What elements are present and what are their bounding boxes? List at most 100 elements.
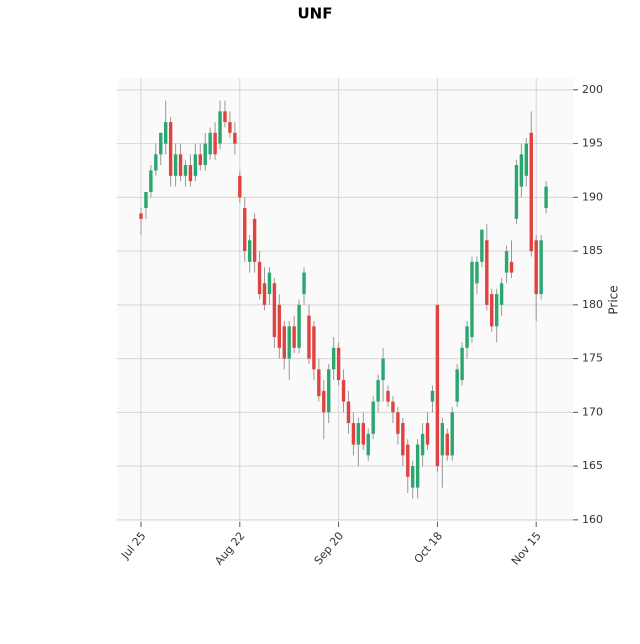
candle-body: [287, 326, 291, 359]
candle-body: [539, 240, 543, 295]
candle-body: [317, 369, 321, 397]
candle-body: [396, 412, 400, 434]
candle-body: [139, 213, 143, 219]
candle-body: [430, 390, 435, 402]
candle-body: [460, 347, 464, 381]
candle-body: [529, 132, 533, 252]
candle-body: [411, 466, 415, 488]
candle-body: [173, 154, 178, 176]
candle-body: [406, 444, 410, 477]
candle-body: [381, 358, 385, 381]
candle-body: [188, 165, 193, 182]
candle-body: [322, 390, 326, 413]
candle-body: [272, 283, 277, 338]
candle-body: [440, 423, 445, 456]
candle-body: [292, 326, 296, 348]
plot-area: [117, 78, 573, 522]
y-tick-label: 195: [582, 137, 603, 150]
y-tick-label: 200: [582, 83, 603, 96]
candle-body: [312, 326, 316, 370]
candle-body: [475, 261, 479, 284]
candle-body: [376, 380, 380, 402]
candle-body: [494, 294, 499, 327]
candle-body: [164, 122, 168, 144]
candle-body: [331, 347, 336, 370]
candle-body: [490, 294, 494, 327]
candle-body: [178, 154, 183, 176]
x-tick-label: Jul 25: [118, 529, 148, 562]
candle-body: [499, 283, 504, 305]
candle-body: [307, 315, 311, 359]
candle-body: [228, 122, 232, 133]
candle-body: [198, 154, 202, 166]
candle-body: [480, 229, 484, 262]
candle-body: [485, 240, 489, 305]
candle-body: [282, 326, 286, 359]
candle-body: [450, 412, 454, 456]
candle-body: [509, 261, 514, 273]
candle-body: [534, 240, 538, 295]
candle-body: [455, 369, 459, 402]
candle-body: [327, 369, 331, 413]
candle-body: [514, 165, 519, 219]
candle-body: [154, 154, 158, 171]
candle-body: [341, 380, 346, 402]
candle-body: [277, 304, 282, 348]
y-tick-label: 175: [582, 352, 603, 365]
x-tick-label: Aug 22: [212, 530, 247, 568]
candle-body: [544, 186, 548, 209]
candle-body: [302, 272, 306, 295]
candle-body: [415, 444, 420, 488]
y-axis-label: Price: [607, 285, 621, 314]
candle-body: [465, 326, 469, 348]
candle-body: [238, 175, 242, 198]
candle-body: [213, 132, 217, 155]
candle-body: [435, 304, 440, 467]
candle-body: [420, 433, 425, 456]
candle-body: [168, 122, 173, 176]
y-tick-label: 185: [582, 244, 603, 257]
candle-body: [297, 304, 301, 348]
candle-body: [203, 143, 207, 166]
x-tick-label: Nov 15: [509, 530, 544, 568]
chart-title: UNF: [298, 5, 333, 23]
candle-body: [425, 423, 430, 445]
candle-body: [262, 283, 267, 305]
candle-body: [366, 433, 370, 456]
candle-body: [159, 132, 163, 155]
candle-body: [391, 401, 395, 413]
y-tick-label: 170: [582, 405, 603, 418]
candle-body: [519, 154, 524, 187]
y-tick-label: 190: [582, 190, 603, 203]
y-tick-label: 180: [582, 298, 603, 311]
candle-body: [183, 165, 188, 176]
candle-body: [252, 218, 257, 262]
candle-body: [223, 111, 227, 123]
y-tick-label: 160: [582, 513, 603, 526]
candle-body: [361, 423, 365, 445]
candle-body: [208, 132, 212, 155]
candle-body: [386, 390, 390, 402]
candle-body: [470, 261, 474, 338]
candle-body: [445, 433, 449, 456]
candle-body: [504, 251, 509, 273]
candle-body: [524, 143, 529, 176]
x-tick-label: Sep 20: [312, 530, 347, 568]
candle-body: [351, 423, 356, 445]
y-tick-label: 165: [582, 459, 603, 472]
candle-body: [267, 272, 272, 295]
candle-body: [257, 261, 262, 295]
candle-body: [243, 208, 247, 252]
candle-body: [346, 401, 351, 424]
candle-body: [218, 111, 222, 144]
candle-body: [247, 240, 252, 262]
candle-body: [371, 401, 375, 434]
candle-body: [336, 347, 341, 381]
candle-body: [193, 154, 198, 176]
x-tick-label: Oct 18: [412, 530, 445, 566]
candle-body: [144, 191, 148, 209]
candle-body: [356, 423, 361, 445]
candle-body: [149, 170, 153, 192]
candle-body: [233, 132, 237, 144]
